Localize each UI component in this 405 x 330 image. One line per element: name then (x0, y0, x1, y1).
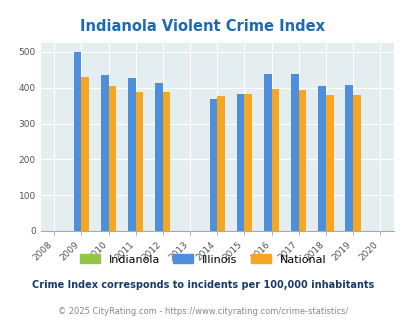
Text: Indianola Violent Crime Index: Indianola Violent Crime Index (80, 19, 325, 34)
Bar (135, 92, 143, 231)
Bar (244, 94, 252, 231)
Bar (236, 94, 244, 231)
Bar (209, 99, 217, 231)
Bar (217, 96, 224, 231)
Bar (101, 75, 108, 231)
Bar (352, 95, 360, 231)
Bar (271, 89, 279, 231)
Bar (128, 78, 135, 231)
Bar (74, 52, 81, 231)
Bar (345, 85, 352, 231)
Bar (298, 90, 306, 231)
Legend: Indianola, Illinois, National: Indianola, Illinois, National (75, 250, 330, 269)
Bar (162, 92, 170, 231)
Bar (318, 86, 325, 231)
Bar (263, 74, 271, 231)
Bar (108, 86, 116, 231)
Bar (290, 74, 298, 231)
Bar (81, 77, 89, 231)
Text: Crime Index corresponds to incidents per 100,000 inhabitants: Crime Index corresponds to incidents per… (32, 280, 373, 290)
Bar (325, 95, 333, 231)
Bar (155, 83, 162, 231)
Text: © 2025 CityRating.com - https://www.cityrating.com/crime-statistics/: © 2025 CityRating.com - https://www.city… (58, 307, 347, 316)
